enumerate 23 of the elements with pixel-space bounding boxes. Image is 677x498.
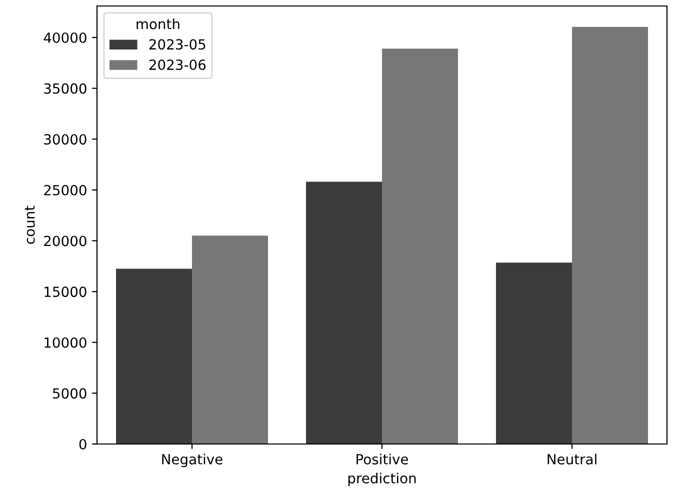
legend-label: 2023-05: [149, 39, 206, 50]
y-tick-label: 35000: [44, 83, 86, 94]
legend-title: month: [136, 18, 180, 30]
bar: [116, 268, 192, 444]
bar: [496, 262, 572, 444]
bar: [572, 26, 648, 444]
y-tick-label: 5000: [53, 388, 86, 399]
bar: [192, 236, 268, 444]
x-tick-label: Negative: [162, 454, 222, 468]
y-tick-label: 10000: [44, 337, 86, 348]
y-tick-label: 30000: [44, 134, 86, 145]
y-tick-label: 0: [79, 438, 86, 450]
y-axis-title: count: [24, 206, 35, 244]
x-axis-title: prediction: [348, 472, 416, 486]
y-tick-label: 25000: [44, 184, 86, 196]
y-tick-label: 20000: [44, 236, 86, 246]
x-tick-label: Positive: [356, 454, 408, 464]
y-tick-label: 40000: [44, 32, 86, 43]
legend-label: 2023-06: [149, 60, 206, 70]
bar: [382, 48, 458, 444]
x-tick-label: Neutral: [548, 454, 596, 464]
bar: [306, 182, 382, 444]
y-tick-label: 15000: [44, 286, 86, 298]
